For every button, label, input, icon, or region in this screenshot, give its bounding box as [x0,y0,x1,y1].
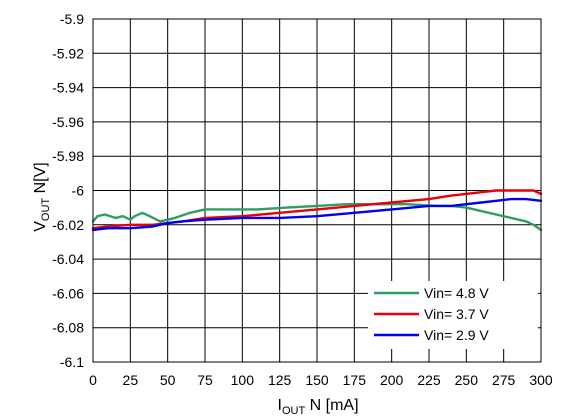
legend-label-2: Vin= 2.9 V [424,327,489,343]
x-axis-label: IOUT N [mA] [277,397,358,417]
y-tick-label: -6 [72,183,85,199]
x-tick-label: 50 [160,372,176,388]
series-lines [91,189,543,232]
plot-area-frame [92,18,542,363]
x-tick-label: 175 [343,372,367,388]
series-line-0 [91,202,543,232]
x-tick-label: 300 [529,372,553,388]
x-tick-label: 275 [492,372,516,388]
x-tick-label: 125 [268,372,292,388]
legend-label-0: Vin= 4.8 V [424,285,489,301]
y-axis-label-main: V [32,221,49,232]
x-tick-label: 200 [380,372,404,388]
x-tick-label: 100 [231,372,255,388]
y-tick-label: -6.08 [52,320,84,336]
x-tick-label: 250 [455,372,479,388]
x-tick-label: 75 [197,372,213,388]
legend: Vin= 4.8 V Vin= 3.7 V Vin= 2.9 V [368,281,538,349]
y-tick-label: -5.9 [60,11,84,27]
x-axis-tick-labels: 0 25 50 75 100 125 150 175 200 225 250 275 300 [89,372,553,388]
y-tick-label: -5.96 [52,114,84,130]
y-tick-label: -6.04 [52,251,84,267]
y-tick-label: -5.92 [52,45,84,61]
y-tick-label: -6.1 [60,354,84,370]
y-tick-label: -5.98 [52,148,84,164]
x-tick-label: 225 [417,372,441,388]
x-axis-label-sub: OUT [282,405,306,417]
x-axis-label-rest: N [mA] [305,397,358,414]
y-axis-label-sub: OUT [40,198,52,222]
y-tick-label: -5.94 [52,80,84,96]
x-tick-label: 25 [123,372,139,388]
y-axis-tick-labels: -5.9 -5.92 -5.94 -5.96 -5.98 -6 -6.02 -6.04 -6.0… [52,11,84,370]
y-tick-label: -6.06 [52,285,84,301]
legend-label-1: Vin= 3.7 V [424,306,489,322]
x-tick-label: 150 [305,372,329,388]
x-tick-label: 0 [89,372,97,388]
x-axis-label-main: I [277,397,281,414]
y-tick-label: -6.02 [52,217,84,233]
y-axis-label-rest: N[V] [32,162,49,198]
y-axis-label: VOUT N[V] [32,162,52,231]
series-line-2 [91,197,543,232]
